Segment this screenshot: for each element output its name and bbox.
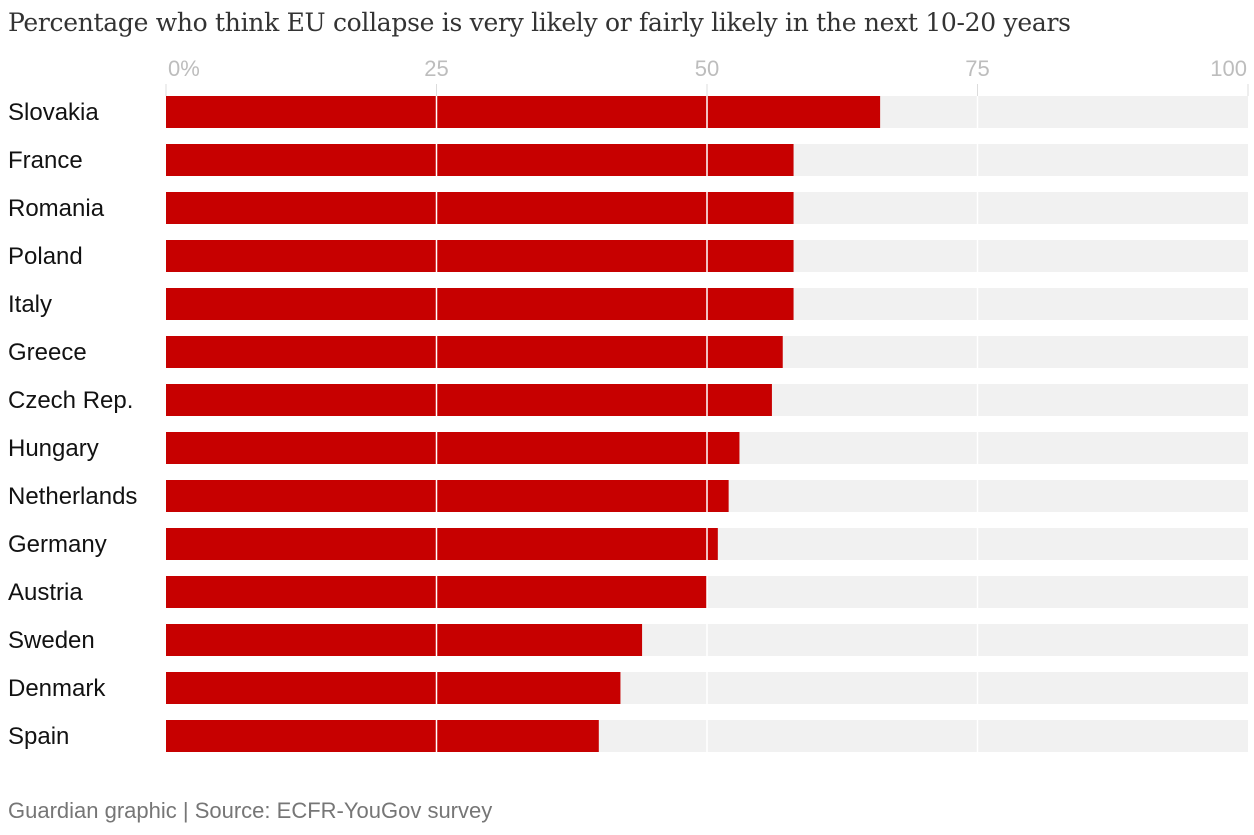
category-label-france: France	[8, 147, 83, 174]
bar-czech-rep	[166, 384, 772, 416]
category-label-greece: Greece	[8, 339, 87, 366]
bar-hungary	[166, 432, 740, 464]
tick-label-50: 50	[695, 56, 719, 81]
x-axis-ticks: 0% 25 50 75 100	[165, 56, 1249, 96]
bar-italy	[166, 288, 794, 320]
tick-label-0: 0%	[168, 56, 200, 81]
category-label-austria: Austria	[8, 579, 83, 606]
category-label-poland: Poland	[8, 243, 83, 270]
tick-label-100: 100	[1210, 56, 1247, 81]
category-label-spain: Spain	[8, 723, 69, 750]
bar-netherlands	[166, 480, 729, 512]
bar-france	[166, 144, 794, 176]
bar-spain	[166, 720, 599, 752]
category-label-slovakia: Slovakia	[8, 99, 99, 126]
bar-romania	[166, 192, 794, 224]
category-labels: Slovakia France Romania Poland Italy Greece Cz…	[8, 99, 137, 750]
tick-label-25: 25	[424, 56, 448, 81]
category-label-romania: Romania	[8, 195, 105, 222]
category-label-germany: Germany	[8, 531, 107, 558]
category-label-hungary: Hungary	[8, 435, 99, 462]
bar-sweden	[166, 624, 643, 656]
bar-germany	[166, 528, 718, 560]
category-label-italy: Italy	[8, 291, 52, 318]
bar-slovakia	[166, 96, 881, 128]
gridlines	[435, 90, 979, 752]
tick-label-75: 75	[965, 56, 989, 81]
category-label-sweden: Sweden	[8, 627, 95, 654]
category-label-denmark: Denmark	[8, 675, 106, 702]
category-label-netherlands: Netherlands	[8, 483, 137, 510]
bar-denmark	[166, 672, 621, 704]
source-note: Guardian graphic | Source: ECFR-YouGov s…	[8, 798, 493, 823]
category-label-czech-rep: Czech Rep.	[8, 387, 133, 414]
bar-greece	[166, 336, 783, 368]
chart-title: Percentage who think EU collapse is very…	[8, 8, 1071, 37]
bar-poland	[166, 240, 794, 272]
